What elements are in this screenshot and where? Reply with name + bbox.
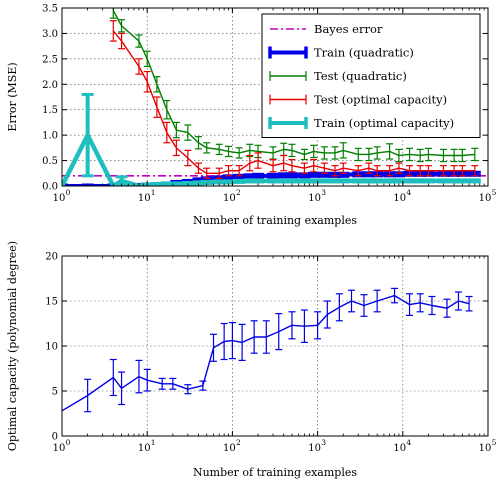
y-tick-label: 0 bbox=[52, 432, 58, 443]
y-axis-label: Error (MSE) bbox=[6, 62, 19, 131]
x-tick-exponent: 0 bbox=[66, 188, 71, 197]
grid bbox=[62, 256, 488, 436]
legend-item: Train (optimal capacity) bbox=[268, 116, 454, 130]
y-tick-label: 1.5 bbox=[42, 105, 58, 116]
legend-label: Test (optimal capacity) bbox=[314, 93, 447, 107]
x-tick-exponent: 4 bbox=[406, 438, 411, 447]
series-test-optimal-capacity bbox=[109, 20, 479, 179]
x-tick-label: 10 bbox=[308, 443, 321, 454]
series-train-optimal-capacity bbox=[62, 92, 481, 186]
y-tick-label: 2.5 bbox=[42, 54, 58, 65]
y-axis-label: Optimal capacity (polynomial degree) bbox=[6, 241, 19, 451]
x-tick-label: 10 bbox=[138, 193, 151, 204]
x-tick-exponent: 4 bbox=[406, 188, 411, 197]
x-tick-label: 10 bbox=[223, 193, 236, 204]
legend-label: Train (quadratic) bbox=[314, 46, 414, 60]
x-tick-exponent: 2 bbox=[236, 438, 241, 447]
series-line bbox=[112, 30, 475, 174]
x-tick-label: 10 bbox=[308, 193, 321, 204]
y-tick-label: 3.0 bbox=[42, 29, 58, 40]
legend-item: Test (optimal capacity) bbox=[269, 93, 447, 107]
x-tick-label: 10 bbox=[393, 193, 406, 204]
y-tick-label: 20 bbox=[45, 252, 58, 263]
legend: Bayes error Train (quadratic) Test (quadra… bbox=[261, 13, 481, 138]
x-axis-label: Number of training examples bbox=[193, 214, 357, 227]
plot-frame bbox=[61, 7, 489, 187]
legend-label: Bayes error bbox=[314, 22, 383, 36]
y-tick-label: 15 bbox=[45, 297, 58, 308]
chart-panel-1: 1001011021031041050.00.51.01.52.02.53.03… bbox=[6, 4, 497, 228]
legend-item: Test (quadratic) bbox=[269, 69, 407, 83]
x-tick-exponent: 5 bbox=[492, 438, 497, 447]
x-tick-label: 10 bbox=[393, 443, 406, 454]
legend-item: Bayes error bbox=[270, 22, 383, 36]
x-axis-label: Number of training examples bbox=[193, 466, 357, 479]
x-tick-label: 10 bbox=[223, 443, 236, 454]
series-layer bbox=[62, 287, 473, 413]
y-tick-label: 3.5 bbox=[42, 4, 58, 15]
series-line bbox=[112, 10, 475, 157]
series-line bbox=[62, 132, 475, 186]
x-tick-exponent: 2 bbox=[236, 188, 241, 197]
legend-label: Train (optimal capacity) bbox=[314, 116, 454, 130]
y-tick-label: 10 bbox=[45, 342, 58, 353]
y-tick-label: 1.0 bbox=[42, 131, 58, 142]
x-tick-exponent: 1 bbox=[151, 438, 156, 447]
x-tick-label: 10 bbox=[479, 443, 492, 454]
x-tick-exponent: 0 bbox=[66, 438, 71, 447]
x-tick-exponent: 3 bbox=[321, 188, 326, 197]
y-tick-label: 0.5 bbox=[42, 156, 58, 167]
legend-item: Train (quadratic) bbox=[268, 46, 414, 60]
legend-label: Test (quadratic) bbox=[314, 69, 407, 83]
x-tick-exponent: 5 bbox=[492, 188, 497, 197]
x-tick-exponent: 1 bbox=[151, 188, 156, 197]
x-tick-label: 10 bbox=[53, 443, 66, 454]
y-tick-label: 5 bbox=[52, 387, 58, 398]
y-tick-label: 0.0 bbox=[42, 182, 58, 193]
series-line bbox=[62, 294, 470, 412]
series-layer bbox=[62, 8, 488, 186]
x-tick-exponent: 3 bbox=[321, 438, 326, 447]
x-tick-label: 10 bbox=[138, 443, 151, 454]
y-tick-label: 2.0 bbox=[42, 80, 58, 91]
series-optimal-capacity bbox=[62, 287, 473, 413]
x-tick-label: 10 bbox=[53, 193, 66, 204]
x-tick-label: 10 bbox=[479, 193, 492, 204]
